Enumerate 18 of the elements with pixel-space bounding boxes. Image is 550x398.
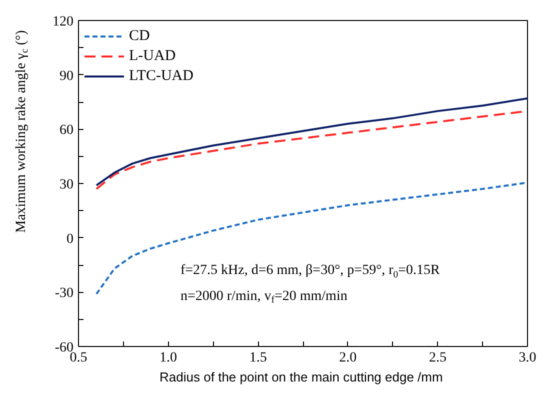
y-tick-label: 30 bbox=[60, 178, 74, 192]
y-tick-label: 0 bbox=[66, 232, 74, 247]
y-axis-title: Maximum working rake angle γc (°) bbox=[14, 30, 30, 233]
x-tick-label: 1.5 bbox=[249, 350, 267, 366]
y-tick-label: -30 bbox=[54, 286, 74, 302]
text: 2.0 bbox=[339, 350, 357, 366]
x-axis-title: Radius of the point on the main cutting edge /mm bbox=[160, 370, 443, 384]
legend-label: L-UAD bbox=[129, 48, 176, 64]
line-series bbox=[95, 97, 528, 186]
legend-label: CD bbox=[129, 28, 150, 44]
y-tick-label: 60 bbox=[60, 123, 74, 138]
y-tick-label: 90 bbox=[60, 68, 74, 84]
legend-label: LTC-UAD bbox=[129, 68, 194, 84]
text: 3.0 bbox=[518, 350, 536, 366]
y-tick-label: 120 bbox=[52, 14, 74, 30]
x-tick-label: 2.5 bbox=[428, 350, 446, 366]
text: 1.0 bbox=[160, 350, 178, 366]
x-tick-label: 0.5 bbox=[70, 350, 88, 366]
